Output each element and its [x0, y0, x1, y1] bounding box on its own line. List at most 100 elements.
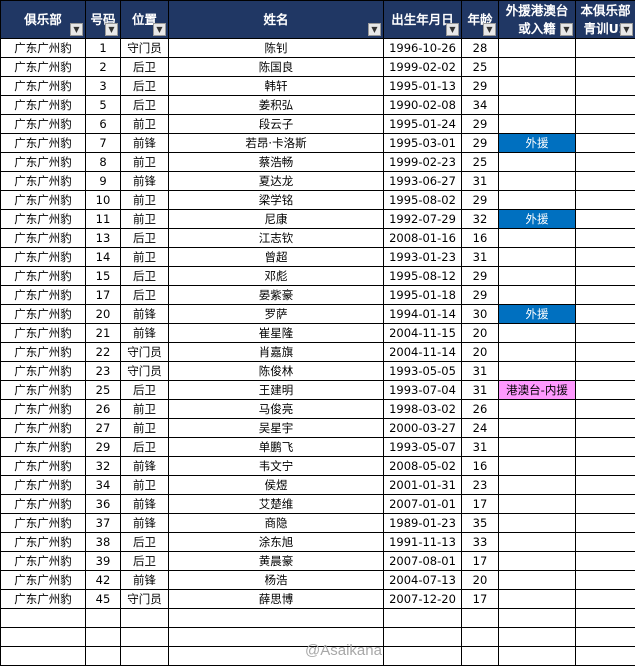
cell-position[interactable]: 后卫 — [120, 228, 169, 248]
cell-birthdate[interactable]: 1995-08-02 — [383, 190, 462, 210]
cell-age[interactable]: 31 — [461, 437, 499, 457]
cell-name[interactable]: 韦文宁 — [168, 456, 384, 476]
cell-foreign-status[interactable] — [498, 570, 576, 590]
cell-age[interactable]: 17 — [461, 494, 499, 514]
cell-position[interactable]: 前卫 — [120, 209, 169, 229]
cell-birthdate[interactable]: 1999-02-02 — [383, 57, 462, 77]
cell-youth-u21[interactable] — [575, 589, 635, 609]
cell-birthdate[interactable]: 2007-12-20 — [383, 589, 462, 609]
cell-foreign-status[interactable] — [498, 76, 576, 96]
cell-birthdate[interactable]: 1992-07-29 — [383, 209, 462, 229]
cell-number[interactable]: 38 — [85, 532, 121, 552]
cell-position[interactable]: 守门员 — [120, 589, 169, 609]
cell-foreign-status[interactable] — [498, 361, 576, 381]
cell-foreign-status[interactable] — [498, 57, 576, 77]
empty-cell[interactable] — [498, 646, 576, 666]
cell-foreign-status[interactable] — [498, 247, 576, 267]
cell-age[interactable]: 29 — [461, 266, 499, 286]
cell-position[interactable]: 后卫 — [120, 380, 169, 400]
cell-number[interactable]: 6 — [85, 114, 121, 134]
cell-position[interactable]: 前卫 — [120, 114, 169, 134]
cell-position[interactable]: 前锋 — [120, 171, 169, 191]
cell-position[interactable]: 守门员 — [120, 342, 169, 362]
cell-name[interactable]: 肖嘉旗 — [168, 342, 384, 362]
cell-number[interactable]: 15 — [85, 266, 121, 286]
cell-foreign-status[interactable] — [498, 152, 576, 172]
cell-position[interactable]: 前锋 — [120, 494, 169, 514]
empty-cell[interactable] — [575, 608, 635, 628]
cell-birthdate[interactable]: 1993-05-05 — [383, 361, 462, 381]
cell-position[interactable]: 后卫 — [120, 532, 169, 552]
cell-position[interactable]: 守门员 — [120, 361, 169, 381]
cell-number[interactable]: 7 — [85, 133, 121, 153]
cell-youth-u21[interactable] — [575, 76, 635, 96]
cell-youth-u21[interactable] — [575, 323, 635, 343]
cell-position[interactable]: 前卫 — [120, 152, 169, 172]
cell-number[interactable]: 32 — [85, 456, 121, 476]
cell-foreign-status[interactable]: 外援 — [498, 209, 576, 229]
cell-age[interactable]: 28 — [461, 38, 499, 58]
cell-youth-u21[interactable] — [575, 456, 635, 476]
cell-foreign-status[interactable] — [498, 513, 576, 533]
empty-cell[interactable] — [85, 646, 121, 666]
cell-foreign-status[interactable] — [498, 532, 576, 552]
cell-name[interactable]: 黄晨豪 — [168, 551, 384, 571]
cell-number[interactable]: 1 — [85, 38, 121, 58]
filter-active-icon[interactable]: ▼ — [70, 23, 83, 36]
cell-club[interactable]: 广东广州豹 — [0, 247, 86, 267]
cell-youth-u21[interactable] — [575, 380, 635, 400]
cell-youth-u21[interactable] — [575, 475, 635, 495]
cell-club[interactable]: 广东广州豹 — [0, 171, 86, 191]
cell-name[interactable]: 晏紫豪 — [168, 285, 384, 305]
filter-dropdown-icon[interactable]: ▼ — [620, 23, 633, 36]
cell-youth-u21[interactable] — [575, 228, 635, 248]
cell-age[interactable]: 35 — [461, 513, 499, 533]
cell-foreign-status[interactable]: 港澳台-内援 — [498, 380, 576, 400]
cell-youth-u21[interactable] — [575, 171, 635, 191]
empty-cell[interactable] — [0, 627, 86, 647]
cell-age[interactable]: 31 — [461, 361, 499, 381]
cell-number[interactable]: 45 — [85, 589, 121, 609]
cell-club[interactable]: 广东广州豹 — [0, 285, 86, 305]
cell-age[interactable]: 31 — [461, 247, 499, 267]
empty-cell[interactable] — [383, 608, 462, 628]
cell-birthdate[interactable]: 2004-11-14 — [383, 342, 462, 362]
cell-club[interactable]: 广东广州豹 — [0, 532, 86, 552]
empty-cell[interactable] — [0, 608, 86, 628]
cell-foreign-status[interactable] — [498, 114, 576, 134]
filter-dropdown-icon[interactable]: ▼ — [368, 23, 381, 36]
cell-position[interactable]: 前卫 — [120, 475, 169, 495]
cell-foreign-status[interactable] — [498, 171, 576, 191]
empty-cell[interactable] — [498, 608, 576, 628]
cell-position[interactable]: 前锋 — [120, 133, 169, 153]
cell-birthdate[interactable]: 1995-01-18 — [383, 285, 462, 305]
cell-club[interactable]: 广东广州豹 — [0, 209, 86, 229]
cell-name[interactable]: 段云子 — [168, 114, 384, 134]
empty-cell[interactable] — [120, 646, 169, 666]
cell-position[interactable]: 前锋 — [120, 513, 169, 533]
cell-birthdate[interactable]: 2007-01-01 — [383, 494, 462, 514]
empty-cell[interactable] — [575, 646, 635, 666]
empty-cell[interactable] — [120, 608, 169, 628]
cell-name[interactable]: 侯煜 — [168, 475, 384, 495]
cell-position[interactable]: 后卫 — [120, 285, 169, 305]
cell-age[interactable]: 17 — [461, 551, 499, 571]
cell-age[interactable]: 29 — [461, 76, 499, 96]
filter-dropdown-icon[interactable]: ▼ — [560, 23, 573, 36]
cell-name[interactable]: 涂东旭 — [168, 532, 384, 552]
cell-name[interactable]: 单鹏飞 — [168, 437, 384, 457]
cell-name[interactable]: 商隐 — [168, 513, 384, 533]
cell-birthdate[interactable]: 1995-08-12 — [383, 266, 462, 286]
filter-dropdown-icon[interactable]: ▼ — [483, 23, 496, 36]
cell-name[interactable]: 艾楚维 — [168, 494, 384, 514]
cell-age[interactable]: 32 — [461, 209, 499, 229]
cell-position[interactable]: 后卫 — [120, 57, 169, 77]
cell-birthdate[interactable]: 1993-06-27 — [383, 171, 462, 191]
cell-number[interactable]: 23 — [85, 361, 121, 381]
cell-foreign-status[interactable] — [498, 285, 576, 305]
cell-foreign-status[interactable] — [498, 551, 576, 571]
cell-youth-u21[interactable] — [575, 570, 635, 590]
cell-club[interactable]: 广东广州豹 — [0, 304, 86, 324]
cell-number[interactable]: 21 — [85, 323, 121, 343]
cell-youth-u21[interactable] — [575, 551, 635, 571]
